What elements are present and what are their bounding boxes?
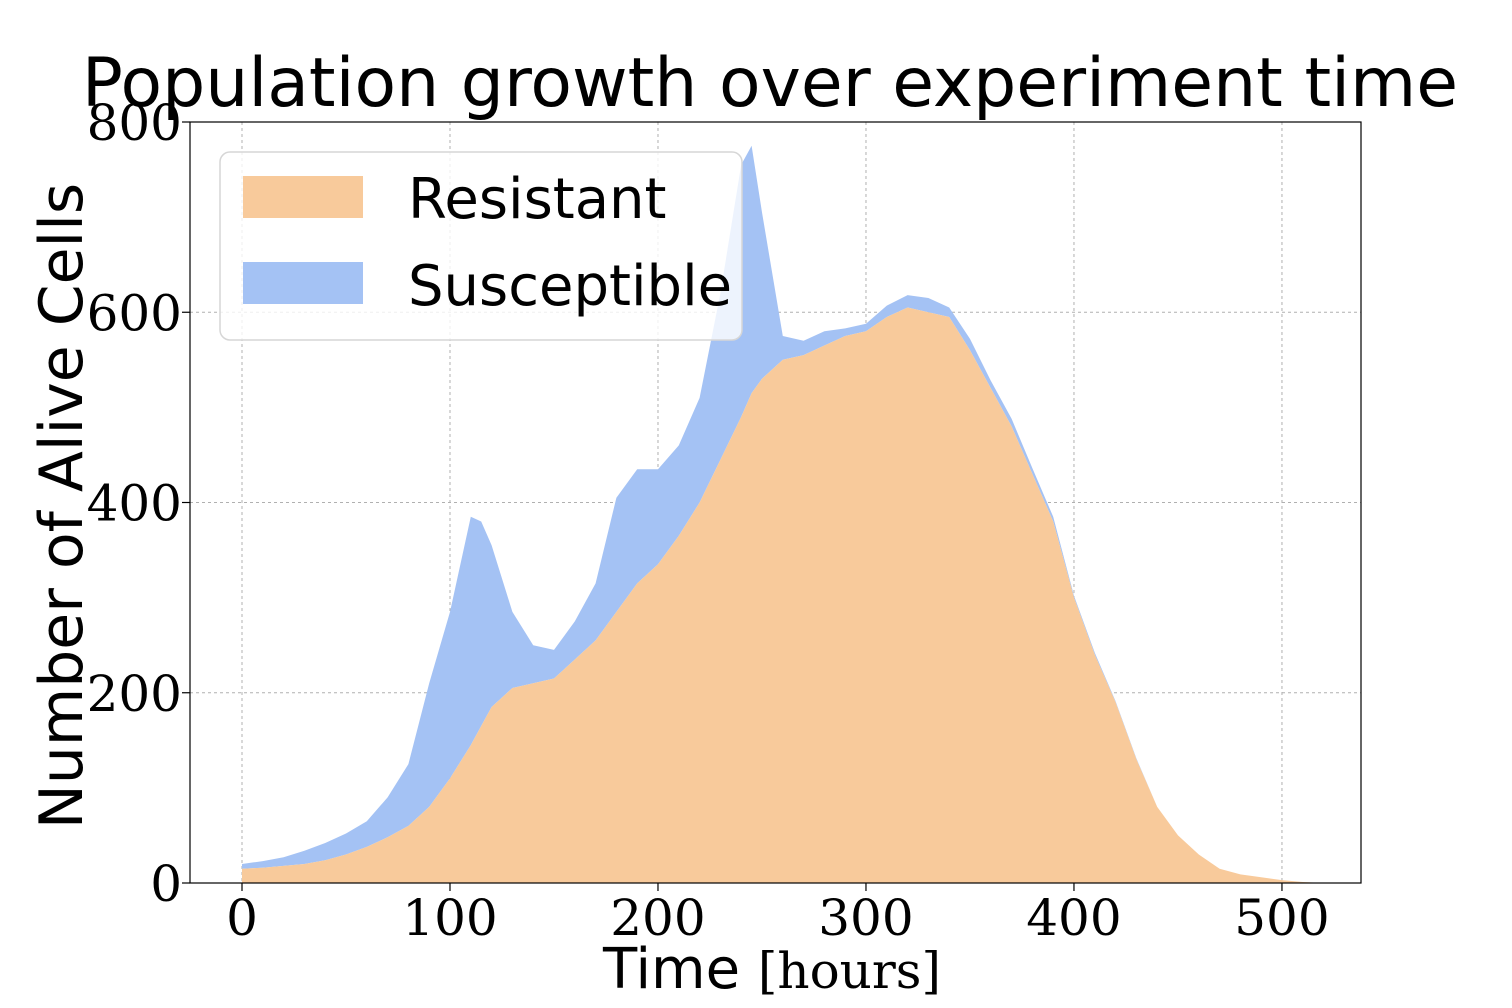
- x-axis-label: Time [hours]: [602, 937, 941, 1002]
- plot-frame: [189, 121, 1362, 884]
- area-series: [242, 145, 1324, 884]
- x-tick-label: 400: [1026, 889, 1121, 947]
- y-tick-label: 800: [87, 94, 182, 152]
- x-tick-label: 300: [818, 889, 913, 947]
- area-resistant: [242, 307, 1324, 883]
- y-axis-label: Number of Alive Cells: [27, 183, 97, 829]
- x-tick-label: 500: [1234, 889, 1329, 947]
- y-tick-label: 600: [87, 284, 182, 342]
- x-axis-label-unit: [hours]: [758, 942, 941, 1000]
- legend-label-susceptible: Susceptible: [408, 254, 732, 319]
- y-tick-label: 400: [87, 475, 182, 533]
- legend-swatch-susceptible: [243, 262, 363, 304]
- legend: Resistant Susceptible: [219, 151, 743, 341]
- x-tick-label: 100: [402, 889, 497, 947]
- legend-label-resistant: Resistant: [408, 167, 666, 232]
- chart-title: Population growth over experiment time: [82, 44, 1458, 123]
- x-axis-label-main: Time: [602, 937, 740, 1002]
- y-tick-label: 200: [87, 665, 182, 723]
- legend-swatch-resistant: [243, 176, 363, 218]
- x-tick-label: 0: [226, 889, 258, 947]
- axis-ticks: 0 100 200 300 400 500 0 200 400 600 800: [87, 94, 1330, 947]
- y-tick-label: 0: [150, 855, 182, 913]
- x-tick-label: 200: [610, 889, 705, 947]
